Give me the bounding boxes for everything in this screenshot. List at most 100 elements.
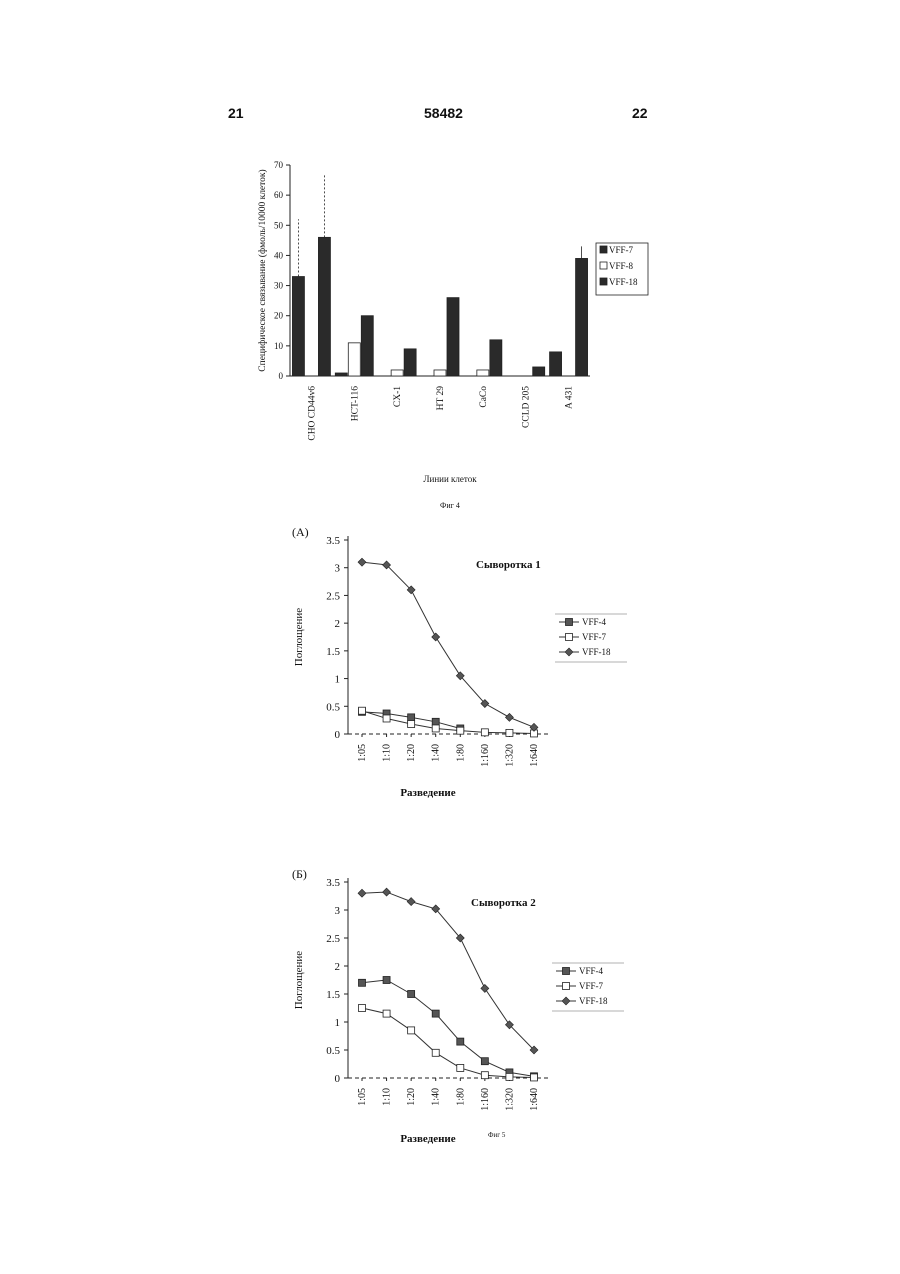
y-tick-label-20: 20 <box>274 311 284 321</box>
bar-vff-18-cx-1 <box>404 349 416 376</box>
x-tick-label-1-20: 1:20 <box>406 744 417 762</box>
x-tick-label-hct-116: HCT-116 <box>350 386 360 421</box>
bar-vff-7-cho-cd44v6 <box>292 277 304 376</box>
y-tick-label-1: 1 <box>335 1017 341 1029</box>
y-tick-label-60: 60 <box>274 190 284 200</box>
figure-5a-line-chart: 00.511.522.533.51:051:101:201:401:801:16… <box>0 520 900 820</box>
point-vff-18-0 <box>358 889 366 897</box>
y-tick-label-1-5: 1.5 <box>326 989 340 1001</box>
x-tick-label-a-431: A 431 <box>565 386 575 409</box>
x-tick-label-1-80: 1:80 <box>455 744 466 762</box>
bar-vff-8-hct-116 <box>348 343 360 376</box>
y-tick-label-3-5: 3.5 <box>326 535 340 547</box>
legend-label-vff-7: VFF-7 <box>579 981 604 991</box>
bar-vff-8-caco <box>477 370 489 376</box>
y-tick-label-2-5: 2.5 <box>326 933 340 945</box>
y-tick-label-0-5: 0.5 <box>326 1045 340 1057</box>
x-tick-label-1-20: 1:20 <box>406 1088 417 1106</box>
legend-swatch-vff-7 <box>600 246 607 253</box>
point-vff-7-7 <box>531 1074 538 1081</box>
y-tick-label-2: 2 <box>335 618 341 630</box>
y-tick-label-40: 40 <box>274 250 284 260</box>
x-tick-label-cho-cd44v6: CHO CD44v6 <box>307 386 317 441</box>
point-vff-7-2 <box>408 721 415 728</box>
legend-swatch-vff-8 <box>600 262 607 269</box>
y-tick-label-10: 10 <box>274 341 284 351</box>
point-vff-4-2 <box>408 991 415 998</box>
y-tick-label-70: 70 <box>274 160 284 170</box>
point-vff-4-2 <box>408 714 415 721</box>
y-tick-label-0-5: 0.5 <box>326 701 340 713</box>
legend-label-vff-7: VFF-7 <box>609 245 634 255</box>
y-tick-label-3: 3 <box>335 905 341 917</box>
y-tick-label-50: 50 <box>274 220 284 230</box>
x-tick-label-1-05: 1:05 <box>357 744 368 762</box>
bar-vff-18-cho-cd44v6 <box>318 237 330 376</box>
legend-marker-vff-4 <box>563 968 570 975</box>
y-axis-label: Поглощение <box>293 951 305 1010</box>
point-vff-4-0 <box>359 979 366 986</box>
point-vff-7-5 <box>481 1072 488 1079</box>
legend-label-vff-18: VFF-18 <box>579 996 608 1006</box>
point-vff-4-3 <box>432 1010 439 1017</box>
point-vff-7-5 <box>481 729 488 736</box>
series-line-vff-18 <box>362 562 534 727</box>
series-line-vff-7 <box>362 1008 534 1077</box>
x-axis-label: Разведение <box>400 1133 455 1145</box>
bar-vff-18-a-431 <box>576 258 588 376</box>
x-tick-label-1-640: 1:640 <box>529 1088 540 1111</box>
legend-label-vff-18: VFF-18 <box>609 277 638 287</box>
point-vff-7-1 <box>383 715 390 722</box>
point-vff-4-1 <box>383 977 390 984</box>
panel-label: (Б) <box>292 867 307 881</box>
x-tick-label-1-10: 1:10 <box>382 1088 393 1106</box>
x-tick-label-1-10: 1:10 <box>382 744 393 762</box>
point-vff-18-1 <box>383 888 391 896</box>
y-tick-label-1: 1 <box>335 674 341 686</box>
y-tick-label-0: 0 <box>335 1073 341 1085</box>
y-tick-label-2-5: 2.5 <box>326 590 340 602</box>
point-vff-18-0 <box>358 558 366 566</box>
x-tick-label-1-640: 1:640 <box>529 744 540 767</box>
x-axis-label: Разведение <box>400 787 455 799</box>
point-vff-7-0 <box>359 1005 366 1012</box>
bar-vff-18-caco <box>490 340 502 376</box>
y-tick-label-30: 30 <box>274 281 284 291</box>
x-tick-label-caco: CaCo <box>479 386 489 408</box>
x-tick-label-1-40: 1:40 <box>431 744 442 762</box>
series-line-vff-4 <box>362 980 534 1076</box>
x-tick-label-1-80: 1:80 <box>455 1088 466 1106</box>
legend-marker-vff-7 <box>563 983 570 990</box>
x-tick-label-1-40: 1:40 <box>431 1088 442 1106</box>
x-tick-label-cx-1: CX-1 <box>393 386 403 407</box>
bar-vff-8-cx-1 <box>391 370 403 376</box>
x-tick-label-1-160: 1:160 <box>480 1088 491 1111</box>
y-tick-label-2: 2 <box>335 961 341 973</box>
chart-title: Сыворотка 1 <box>476 559 541 571</box>
figure-4-bar-chart: 010203040506070Специфическое связывание … <box>0 0 900 520</box>
figure-caption: Фиг 4 <box>440 501 460 510</box>
point-vff-18-5 <box>481 984 489 992</box>
point-vff-18-6 <box>505 713 513 721</box>
x-tick-label-ccld-205: CCLD 205 <box>522 386 532 428</box>
bar-vff-18-hct-116 <box>361 316 373 376</box>
point-vff-7-0 <box>359 707 366 714</box>
legend-marker-vff-18 <box>562 997 570 1005</box>
point-vff-7-6 <box>506 1073 513 1080</box>
y-tick-label-3: 3 <box>335 563 341 575</box>
point-vff-7-4 <box>457 727 464 734</box>
legend-marker-vff-7 <box>566 634 573 641</box>
y-axis-label: Специфическое связывание (фмоль/10000 кл… <box>257 169 268 371</box>
point-vff-4-3 <box>432 718 439 725</box>
bar-vff-7-hct-116 <box>335 373 347 376</box>
y-tick-label-1-5: 1.5 <box>326 646 340 658</box>
bar-vff-18-ht-29 <box>447 298 459 376</box>
bar-vff-8-ht-29 <box>434 370 446 376</box>
bar-vff-7-a-431 <box>550 352 562 376</box>
point-vff-7-4 <box>457 1064 464 1071</box>
x-axis-label: Линии клеток <box>423 474 477 484</box>
legend-swatch-vff-18 <box>600 278 607 285</box>
y-tick-label-3-5: 3.5 <box>326 877 340 889</box>
point-vff-18-2 <box>407 898 415 906</box>
legend-label-vff-4: VFF-4 <box>579 966 604 976</box>
